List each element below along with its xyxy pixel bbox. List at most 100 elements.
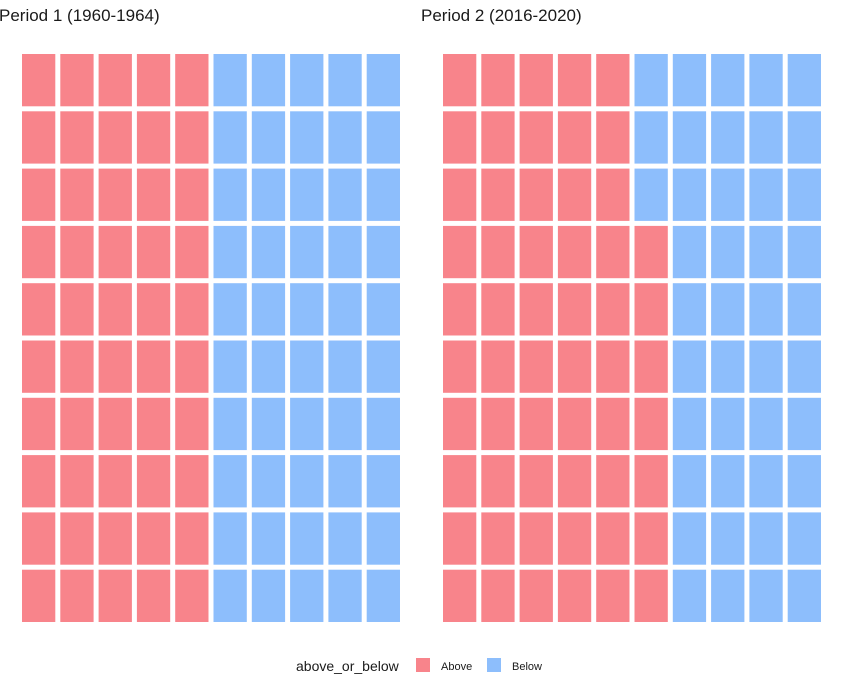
waffle-cell-above [22,340,56,393]
waffle-cell-below [290,340,324,393]
waffle-cell-below [366,168,400,221]
waffle-cell-below [290,569,324,622]
waffle-cell-below [251,569,286,622]
waffle-cell-below [251,512,286,565]
waffle-cell-below [213,455,247,508]
waffle-cell-above [22,168,56,221]
waffle-panel-period-1 [22,54,400,622]
waffle-cell-above [634,455,668,508]
waffle-cell-above [634,569,668,622]
waffle-cell-above [519,569,553,622]
waffle-cell-below [328,512,362,565]
waffle-cell-below [672,569,707,622]
waffle-cell-below [251,397,286,451]
waffle-cell-above [136,225,171,279]
waffle-cell-above [557,111,592,164]
waffle-cell-below [634,54,668,107]
waffle-cell-below [213,397,247,451]
waffle-cell-above [98,225,132,279]
waffle-cell-below [711,225,745,279]
waffle-cell-below [711,397,745,451]
waffle-cell-above [519,340,553,393]
waffle-cell-below [672,225,707,279]
waffle-cell-below [328,569,362,622]
waffle-cell-below [749,340,783,393]
waffle-cell-below [672,111,707,164]
legend-label-above: Above [441,661,472,673]
waffle-cell-below [251,168,286,221]
waffle-cell-above [136,397,171,451]
waffle-cell-below [213,168,247,221]
waffle-cell-below [366,283,400,336]
waffle-cell-above [557,225,592,279]
waffle-cell-above [596,512,630,565]
waffle-cell-below [366,225,400,279]
waffle-cell-below [749,569,783,622]
waffle-cell-below [213,340,247,393]
waffle-cell-above [60,340,94,393]
waffle-cell-below [366,569,400,622]
waffle-cell-below [672,455,707,508]
waffle-cell-below [787,397,821,451]
waffle-cell-above [557,340,592,393]
waffle-cell-below [290,225,324,279]
waffle-cell-above [519,54,553,107]
waffle-cell-below [749,397,783,451]
waffle-cell-above [596,397,630,451]
waffle-cell-above [175,512,209,565]
waffle-cell-above [596,340,630,393]
waffle-cell-above [443,225,477,279]
waffle-cell-above [557,569,592,622]
waffle-cell-above [519,111,553,164]
waffle-cell-below [290,283,324,336]
waffle-cell-below [672,54,707,107]
waffle-cell-below [787,54,821,107]
waffle-cell-below [711,569,745,622]
waffle-cell-below [213,283,247,336]
waffle-cell-below [328,225,362,279]
waffle-cell-below [251,54,286,107]
waffle-cell-above [519,283,553,336]
waffle-cell-above [481,225,515,279]
waffle-cell-above [634,397,668,451]
waffle-cell-above [98,397,132,451]
waffle-cell-above [596,283,630,336]
waffle-cell-above [60,512,94,565]
waffle-cell-above [443,397,477,451]
waffle-cell-below [328,397,362,451]
waffle-cell-above [22,455,56,508]
waffle-cell-above [98,340,132,393]
legend-swatch-above [416,658,430,672]
waffle-cell-below [787,340,821,393]
waffle-cell-above [596,54,630,107]
waffle-cell-below [787,111,821,164]
waffle-cell-above [519,225,553,279]
waffle-cell-above [481,168,515,221]
waffle-cell-above [175,111,209,164]
waffle-cell-above [557,54,592,107]
waffle-cell-above [443,111,477,164]
waffle-cell-below [634,111,668,164]
waffle-panel-period-2 [443,54,821,622]
waffle-cell-above [136,455,171,508]
waffle-cell-above [596,225,630,279]
waffle-cell-above [22,54,56,107]
waffle-cell-above [634,225,668,279]
waffle-cell-below [711,512,745,565]
waffle-cell-above [481,283,515,336]
waffle-cell-below [672,512,707,565]
waffle-cell-above [443,455,477,508]
waffle-cell-above [557,455,592,508]
waffle-cell-below [711,455,745,508]
waffle-cell-above [98,111,132,164]
waffle-cell-above [443,283,477,336]
waffle-cell-above [443,569,477,622]
waffle-cell-above [443,168,477,221]
waffle-cell-below [251,340,286,393]
waffle-cell-above [596,168,630,221]
waffle-cell-below [328,111,362,164]
waffle-cell-above [98,168,132,221]
waffle-cell-above [60,569,94,622]
waffle-cell-above [60,283,94,336]
waffle-cell-above [175,397,209,451]
